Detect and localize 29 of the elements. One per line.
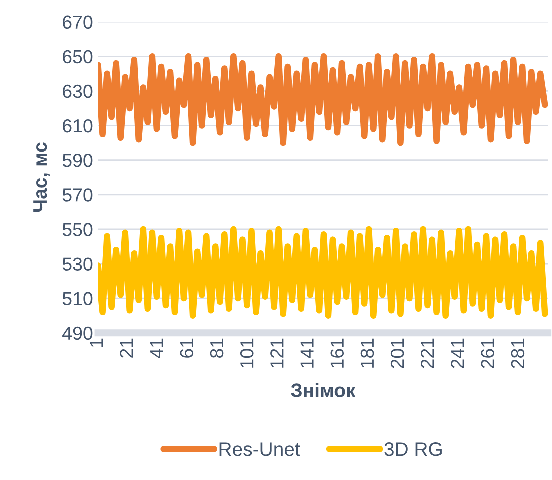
x-tick-label: 281 <box>511 338 525 368</box>
x-tick-label: 141 <box>300 338 314 368</box>
x-tick-label: 161 <box>330 338 344 368</box>
x-tick-label: 101 <box>240 338 254 368</box>
y-tick-label: 490 <box>62 326 93 340</box>
y-tick-label: 570 <box>62 188 93 202</box>
x-tick-label: 241 <box>451 338 464 368</box>
y-tick-label: 510 <box>62 292 93 306</box>
x-tick-label: 201 <box>390 338 404 368</box>
x-tick-label: 21 <box>120 338 134 358</box>
x-tick-label: 221 <box>421 338 434 368</box>
y-tick-label: 670 <box>63 16 93 30</box>
y-tick-label: 530 <box>62 258 93 271</box>
x-tick-label: 181 <box>360 338 374 368</box>
y-tick-label: 590 <box>62 154 93 168</box>
x-tick-label: 61 <box>180 338 194 358</box>
y-axis-title: Час, мс <box>34 142 50 212</box>
x-axis-title: Знімок <box>291 383 356 398</box>
x-tick-label: 121 <box>270 338 284 368</box>
legend-label: 3D RG <box>384 442 442 456</box>
y-tick-label: 630 <box>63 84 93 98</box>
x-tick-label: 41 <box>150 338 164 358</box>
x-tick-label: 1 <box>90 338 104 347</box>
y-tick-label: 650 <box>63 50 93 64</box>
y-tick-label: 550 <box>62 223 93 236</box>
y-tick-label: 610 <box>63 119 93 133</box>
legend-label: Res-Unet <box>220 442 300 456</box>
x-tick-label: 81 <box>210 338 224 358</box>
x-tick-label: 261 <box>481 338 494 368</box>
